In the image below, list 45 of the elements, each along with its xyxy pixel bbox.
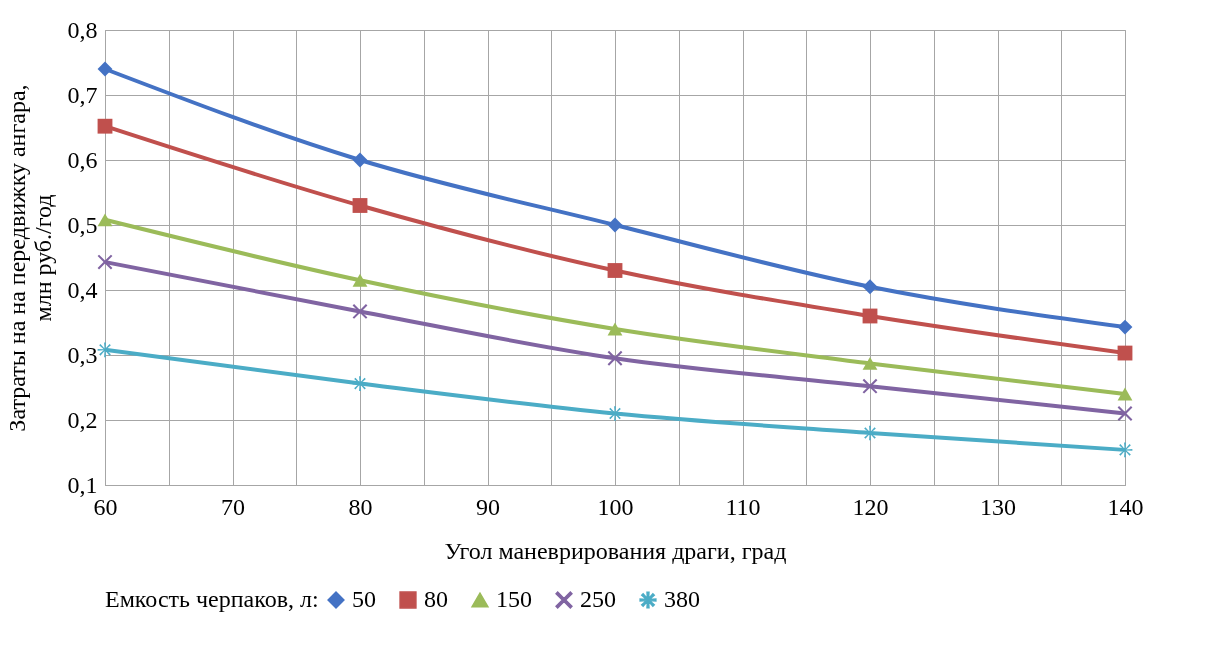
x-tick-label: 90 bbox=[476, 493, 500, 520]
point bbox=[352, 198, 368, 213]
point bbox=[1117, 319, 1133, 335]
legend-label: 250 bbox=[580, 586, 616, 612]
point bbox=[862, 357, 878, 370]
x-axis-title: Угол маневрирования драги, град bbox=[444, 537, 787, 564]
x-tick-label: 70 bbox=[221, 493, 245, 520]
point bbox=[607, 406, 623, 421]
point bbox=[607, 350, 623, 366]
point bbox=[352, 376, 368, 391]
point bbox=[97, 118, 113, 134]
x-tick-label: 100 bbox=[597, 493, 634, 520]
point bbox=[862, 279, 878, 295]
y-tick-label: 0,6 bbox=[67, 146, 98, 173]
legend-label: 380 bbox=[664, 586, 700, 612]
point bbox=[862, 378, 878, 394]
legend-title: Емкость черпаков, л: bbox=[105, 586, 319, 612]
x-tick-label: 130 bbox=[980, 493, 1016, 520]
x-tick-label: 140 bbox=[1107, 493, 1144, 520]
x-tick-label: 110 bbox=[725, 493, 761, 520]
point bbox=[352, 304, 368, 319]
point bbox=[97, 213, 113, 227]
x-tick-label: 120 bbox=[852, 493, 889, 520]
y-tick-label: 0,3 bbox=[67, 341, 98, 368]
y-tick-label: 0,2 bbox=[67, 406, 98, 433]
point bbox=[607, 322, 623, 336]
point bbox=[862, 425, 878, 441]
legend-label: 150 bbox=[496, 586, 532, 612]
y-axis-title: Затраты на на передвижку ангара, млн руб./год bbox=[3, 84, 56, 432]
point bbox=[607, 217, 623, 233]
legend-label: 80 bbox=[424, 586, 448, 612]
point bbox=[1117, 442, 1133, 458]
legend-label: 50 bbox=[352, 586, 376, 612]
x-tick-label: 80 bbox=[348, 493, 373, 520]
y-tick-label: 0,5 bbox=[67, 211, 98, 238]
point bbox=[97, 61, 113, 77]
point bbox=[352, 152, 368, 168]
y-tick-label: 0,7 bbox=[67, 81, 98, 108]
point bbox=[607, 263, 623, 278]
point bbox=[352, 273, 368, 287]
y-tick-label: 0,4 bbox=[67, 276, 98, 303]
point bbox=[97, 342, 113, 358]
point bbox=[1117, 387, 1133, 401]
point bbox=[97, 254, 113, 270]
y-tick-label: 0,8 bbox=[67, 16, 98, 43]
